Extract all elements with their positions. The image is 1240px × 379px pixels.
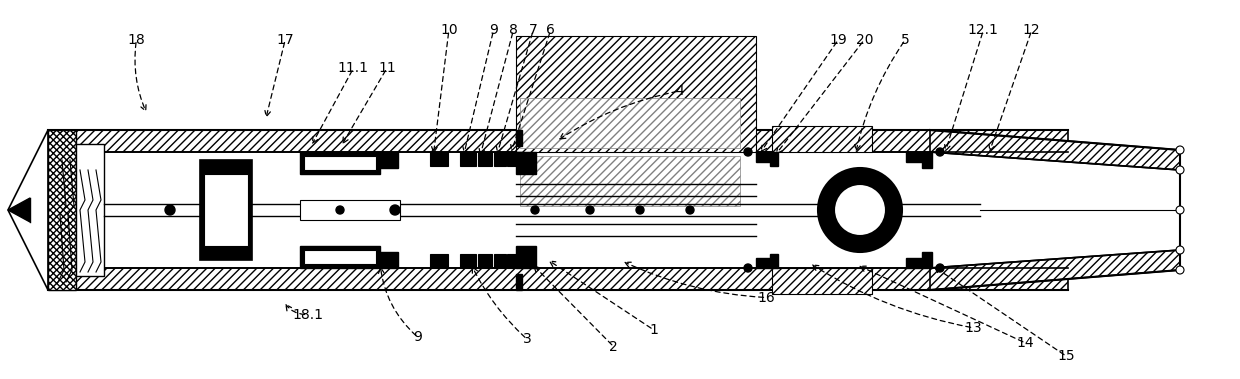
Text: 3: 3 — [522, 332, 532, 346]
Bar — [300, 200, 401, 220]
Bar — [304, 250, 376, 264]
Circle shape — [818, 168, 901, 252]
Bar — [516, 274, 522, 290]
Text: 7: 7 — [528, 23, 538, 37]
Bar — [507, 152, 517, 166]
Circle shape — [636, 206, 644, 214]
Bar — [773, 268, 872, 294]
Bar — [460, 254, 476, 268]
Bar — [300, 152, 379, 174]
Polygon shape — [930, 130, 1180, 170]
Bar — [205, 174, 248, 246]
Text: 5: 5 — [900, 33, 910, 47]
Text: 20: 20 — [856, 33, 873, 47]
Bar — [520, 98, 740, 148]
Text: 8: 8 — [508, 23, 518, 37]
Bar — [379, 252, 398, 268]
Text: 9: 9 — [489, 23, 498, 37]
Text: 10: 10 — [440, 23, 458, 37]
Bar — [516, 152, 536, 174]
Bar — [516, 36, 756, 152]
Bar — [48, 268, 1068, 290]
Bar — [477, 152, 492, 166]
Bar — [430, 254, 448, 268]
Text: 2: 2 — [609, 340, 619, 354]
Bar — [494, 152, 506, 166]
Bar — [770, 254, 777, 268]
Bar — [756, 258, 773, 268]
Text: 12: 12 — [1023, 23, 1040, 37]
Circle shape — [1176, 246, 1184, 254]
Circle shape — [686, 206, 694, 214]
Bar — [48, 130, 76, 290]
Text: 11: 11 — [378, 61, 396, 75]
Text: 18.1: 18.1 — [293, 308, 322, 321]
Text: 11.1: 11.1 — [337, 61, 370, 75]
Text: 1: 1 — [649, 323, 658, 337]
Text: 13: 13 — [965, 321, 982, 335]
Polygon shape — [7, 198, 30, 222]
Bar — [477, 254, 492, 268]
Text: 19: 19 — [830, 33, 847, 47]
Text: 15: 15 — [1058, 349, 1075, 363]
Bar — [923, 252, 932, 268]
Bar — [379, 152, 398, 168]
Bar — [48, 130, 1068, 152]
Circle shape — [1176, 266, 1184, 274]
Bar — [520, 156, 740, 206]
Bar — [494, 254, 506, 268]
Circle shape — [165, 205, 175, 215]
Circle shape — [1176, 206, 1184, 214]
Circle shape — [936, 264, 944, 272]
Text: 18: 18 — [128, 33, 145, 47]
Text: 12.1: 12.1 — [968, 23, 998, 37]
Circle shape — [744, 264, 751, 272]
Bar — [756, 152, 773, 162]
Bar — [770, 152, 777, 166]
Text: 6: 6 — [546, 23, 556, 37]
Circle shape — [1176, 166, 1184, 174]
Polygon shape — [930, 250, 1180, 290]
Circle shape — [1176, 146, 1184, 154]
Bar — [923, 152, 932, 168]
Bar — [300, 246, 379, 268]
Bar — [76, 144, 104, 276]
Circle shape — [391, 205, 401, 215]
Text: 4: 4 — [675, 84, 684, 98]
Bar — [430, 152, 448, 166]
Bar — [773, 126, 872, 152]
Bar — [516, 246, 536, 268]
Text: 9: 9 — [413, 330, 423, 344]
Text: 16: 16 — [758, 291, 775, 304]
Circle shape — [835, 184, 887, 236]
Bar — [200, 160, 252, 260]
Polygon shape — [7, 130, 48, 290]
Text: 14: 14 — [1017, 336, 1034, 350]
Bar — [906, 152, 923, 162]
Circle shape — [936, 148, 944, 156]
Bar — [507, 254, 517, 268]
Text: 17: 17 — [277, 33, 294, 47]
Circle shape — [587, 206, 594, 214]
Bar — [906, 258, 923, 268]
Circle shape — [336, 206, 343, 214]
Bar — [516, 152, 522, 158]
Bar — [304, 156, 376, 170]
Circle shape — [744, 148, 751, 156]
Bar — [516, 130, 522, 146]
Bar — [460, 152, 476, 166]
Circle shape — [531, 206, 539, 214]
